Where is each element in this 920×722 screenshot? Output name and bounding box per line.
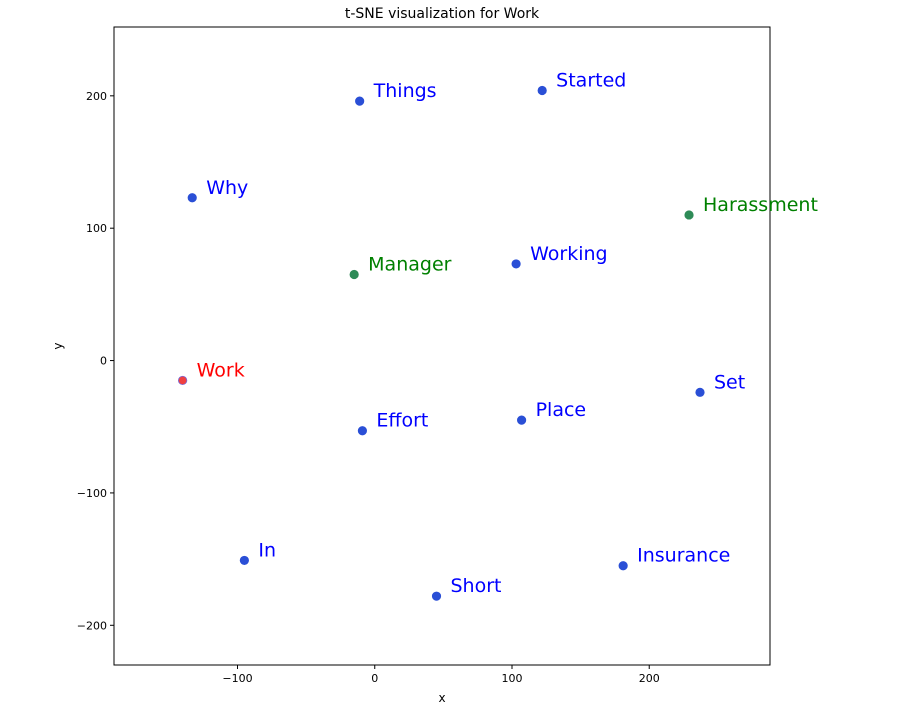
- y-tick-label: 0: [100, 355, 107, 368]
- point-work: [178, 375, 188, 386]
- point-insurance: [618, 561, 628, 571]
- point-why: [187, 193, 197, 203]
- y-axis: −200 −100 0 100 200: [77, 90, 114, 632]
- x-tick-label: 200: [639, 672, 660, 685]
- points-layer: [178, 85, 705, 601]
- point-place: [516, 415, 527, 425]
- point-label-started: Started: [556, 70, 626, 92]
- point-label-short: Short: [451, 575, 502, 597]
- y-tick-label: 100: [86, 222, 107, 235]
- point-label-things: Things: [373, 80, 437, 102]
- point-harassment: [684, 210, 694, 220]
- x-axis-label: x: [438, 691, 445, 705]
- chart-title: t-SNE visualization for Work: [345, 6, 540, 22]
- point-manager: [349, 269, 359, 280]
- point-labels-layer: Things Started Why Harassment Manager Working…: [197, 70, 818, 598]
- point-label-place: Place: [536, 399, 587, 421]
- y-axis-label: y: [51, 342, 65, 349]
- x-axis: −100 0 100 200: [222, 665, 660, 685]
- point-short: [431, 591, 442, 601]
- point-things: [355, 96, 365, 106]
- point-started: [537, 85, 547, 96]
- x-tick-label: 100: [501, 672, 522, 685]
- x-tick-label: 0: [371, 672, 378, 685]
- point-label-insurance: Insurance: [637, 545, 730, 567]
- point-set: [695, 387, 705, 397]
- point-label-set: Set: [714, 371, 745, 393]
- y-tick-label: −200: [77, 619, 107, 632]
- point-label-harassment: Harassment: [703, 194, 818, 216]
- y-tick-label: 200: [86, 90, 107, 103]
- point-effort: [357, 426, 368, 436]
- y-tick-label: −100: [77, 487, 107, 500]
- plot-area: [113, 26, 771, 666]
- point-label-manager: Manager: [368, 254, 451, 276]
- point-label-effort: Effort: [376, 410, 428, 432]
- point-label-why: Why: [206, 177, 248, 199]
- point-working: [511, 259, 521, 269]
- point-label-work: Work: [197, 359, 245, 381]
- point-label-working: Working: [530, 243, 608, 265]
- x-tick-label: −100: [222, 672, 252, 685]
- point-in: [239, 555, 249, 566]
- point-label-in: In: [258, 539, 276, 561]
